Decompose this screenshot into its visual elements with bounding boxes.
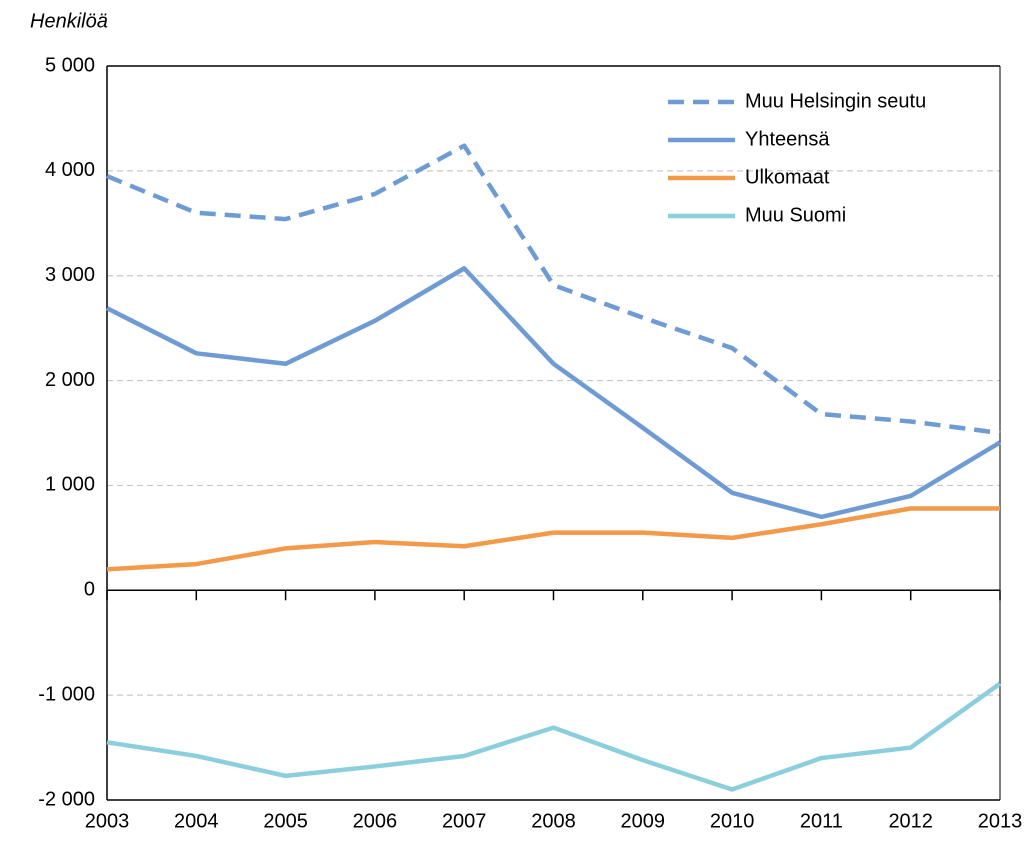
series-line — [106, 506, 1000, 572]
legend-label: Yhteensä — [745, 128, 830, 150]
series-line — [106, 681, 1002, 792]
x-tick-label: 2007 — [442, 810, 487, 832]
series-line — [105, 266, 1002, 520]
y-tick-label: 2 000 — [45, 369, 95, 391]
series-line — [106, 143, 1001, 436]
x-tick-label: 2012 — [888, 810, 933, 832]
x-tick-label: 2003 — [85, 810, 130, 832]
x-tick-label: 2005 — [263, 810, 308, 832]
x-tick-label: 2004 — [174, 810, 219, 832]
y-tick-label: 0 — [84, 579, 95, 601]
y-tick-label: 3 000 — [45, 264, 95, 286]
y-tick-label: -1 000 — [38, 683, 95, 705]
x-tick-label: 2013 — [978, 810, 1023, 832]
y-tick-label: -2 000 — [38, 788, 95, 810]
y-axis-label: Henkilöä — [30, 10, 108, 32]
legend-label: Muu Helsingin seutu — [745, 90, 926, 112]
x-tick-label: 2008 — [531, 810, 576, 832]
y-tick-label: 1 000 — [45, 474, 95, 496]
x-tick-label: 2009 — [621, 810, 666, 832]
y-tick-label: 5 000 — [45, 54, 95, 76]
x-tick-label: 2010 — [710, 810, 755, 832]
y-tick-label: 4 000 — [45, 159, 95, 181]
x-tick-label: 2011 — [800, 810, 843, 832]
x-tick-label: 2006 — [353, 810, 398, 832]
legend-label: Ulkomaat — [745, 166, 830, 188]
legend-label: Muu Suomi — [745, 204, 846, 226]
